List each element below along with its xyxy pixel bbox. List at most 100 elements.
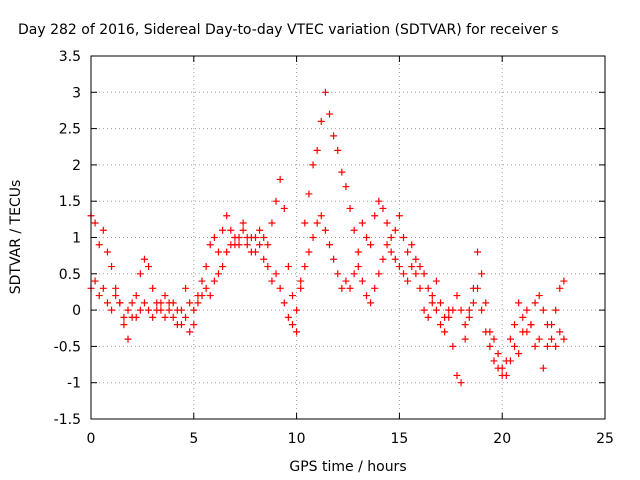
data-point bbox=[416, 263, 424, 271]
data-point bbox=[182, 284, 190, 292]
data-point bbox=[457, 306, 465, 314]
data-point bbox=[494, 350, 502, 358]
data-point bbox=[395, 263, 403, 271]
data-point bbox=[461, 321, 469, 329]
data-point bbox=[400, 270, 408, 278]
data-point bbox=[132, 313, 140, 321]
data-point bbox=[256, 226, 264, 234]
data-point bbox=[293, 328, 301, 336]
data-point bbox=[535, 292, 543, 300]
data-point bbox=[490, 335, 498, 343]
x-tick-label: 5 bbox=[189, 431, 198, 447]
data-point bbox=[511, 321, 519, 329]
data-point bbox=[157, 299, 165, 307]
data-point bbox=[161, 313, 169, 321]
data-point bbox=[321, 88, 329, 96]
data-point bbox=[264, 263, 272, 271]
data-point bbox=[412, 255, 420, 263]
data-point bbox=[99, 226, 107, 234]
data-point bbox=[219, 263, 227, 271]
data-point bbox=[453, 292, 461, 300]
data-point bbox=[227, 226, 235, 234]
data-point bbox=[136, 306, 144, 314]
data-point bbox=[506, 335, 514, 343]
data-point bbox=[256, 241, 264, 249]
data-point bbox=[128, 299, 136, 307]
data-point bbox=[531, 299, 539, 307]
data-point bbox=[539, 364, 547, 372]
data-point bbox=[284, 263, 292, 271]
data-point bbox=[219, 226, 227, 234]
data-point bbox=[527, 321, 535, 329]
data-point bbox=[391, 255, 399, 263]
data-point bbox=[543, 342, 551, 350]
y-tick-label: 0.5 bbox=[59, 267, 81, 283]
data-points bbox=[87, 88, 568, 387]
data-point bbox=[437, 299, 445, 307]
x-tick-label: 20 bbox=[493, 431, 511, 447]
data-point bbox=[371, 284, 379, 292]
data-point bbox=[317, 117, 325, 125]
data-point bbox=[313, 219, 321, 227]
data-point bbox=[449, 306, 457, 314]
data-point bbox=[132, 292, 140, 300]
data-point bbox=[276, 284, 284, 292]
data-point bbox=[428, 299, 436, 307]
data-point bbox=[243, 241, 251, 249]
y-tick-label: 3 bbox=[72, 85, 81, 101]
data-point bbox=[461, 335, 469, 343]
data-point bbox=[424, 313, 432, 321]
data-point bbox=[140, 255, 148, 263]
data-point bbox=[173, 306, 181, 314]
data-point bbox=[91, 277, 99, 285]
data-point bbox=[239, 226, 247, 234]
data-point bbox=[474, 284, 482, 292]
data-point bbox=[177, 321, 185, 329]
data-point bbox=[210, 234, 218, 241]
data-point bbox=[251, 234, 259, 241]
data-point bbox=[260, 234, 268, 241]
data-point bbox=[198, 277, 206, 285]
data-point bbox=[223, 212, 231, 220]
data-point bbox=[428, 292, 436, 300]
data-point bbox=[383, 241, 391, 249]
data-point bbox=[482, 299, 490, 307]
data-point bbox=[379, 255, 387, 263]
data-point bbox=[268, 219, 276, 227]
data-point bbox=[350, 270, 358, 278]
data-point bbox=[515, 350, 523, 358]
data-point bbox=[182, 313, 190, 321]
data-point bbox=[375, 270, 383, 278]
data-point bbox=[120, 313, 128, 321]
data-point bbox=[453, 371, 461, 379]
data-point bbox=[346, 204, 354, 212]
data-point bbox=[280, 299, 288, 307]
data-point bbox=[358, 219, 366, 227]
data-point bbox=[412, 270, 420, 278]
data-point bbox=[305, 190, 313, 198]
data-point bbox=[502, 357, 510, 365]
data-point bbox=[334, 146, 342, 154]
data-point bbox=[478, 270, 486, 278]
data-point bbox=[268, 277, 276, 285]
data-point bbox=[190, 306, 198, 314]
data-point bbox=[91, 219, 99, 227]
data-point bbox=[387, 248, 395, 256]
data-point bbox=[437, 321, 445, 329]
x-tick-label: 0 bbox=[87, 431, 96, 447]
data-point bbox=[379, 204, 387, 212]
data-point bbox=[214, 248, 222, 256]
data-point bbox=[231, 234, 239, 241]
data-point bbox=[325, 110, 333, 118]
data-point bbox=[515, 299, 523, 307]
y-tick-label: 3.5 bbox=[59, 49, 81, 65]
x-tick-label: 25 bbox=[596, 431, 614, 447]
data-point bbox=[383, 219, 391, 227]
data-point bbox=[95, 241, 103, 249]
grid bbox=[91, 56, 605, 419]
data-point bbox=[186, 328, 194, 336]
y-tick-label: -1.5 bbox=[54, 412, 81, 428]
data-point bbox=[478, 306, 486, 314]
data-point bbox=[552, 342, 560, 350]
data-point bbox=[424, 284, 432, 292]
